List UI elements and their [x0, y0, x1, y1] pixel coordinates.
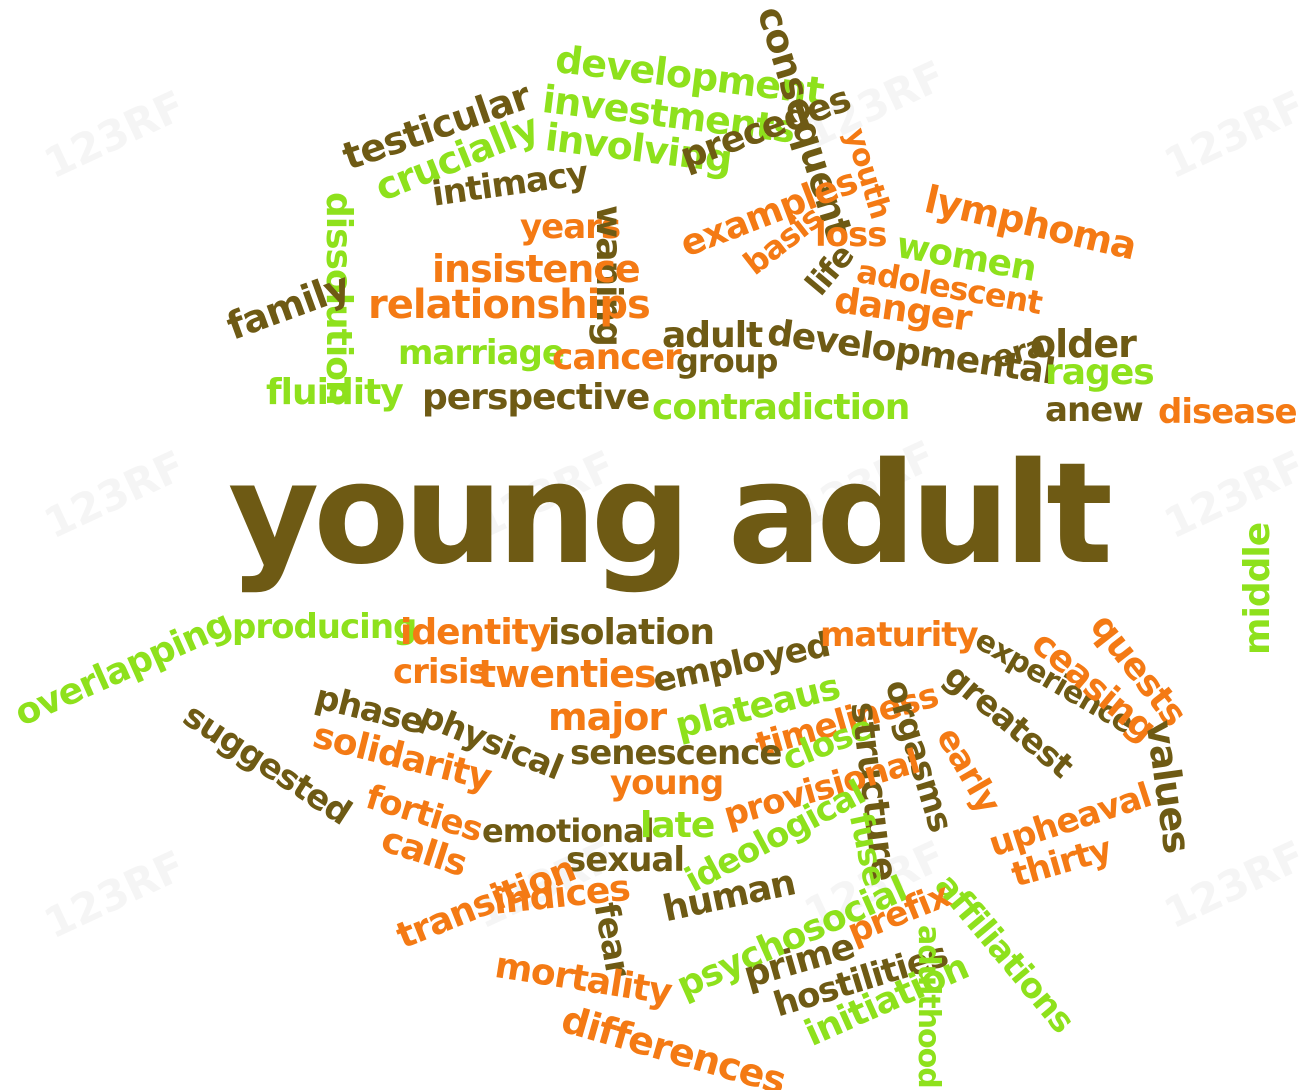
cloud-word: marriage: [398, 333, 565, 373]
cloud-word: isolation: [548, 612, 715, 653]
cloud-word: years: [520, 207, 621, 247]
cloud-word: late: [640, 805, 715, 846]
cloud-word: middle: [1237, 522, 1278, 655]
cloud-word: anew: [1045, 390, 1144, 430]
watermark-logo: 123RF: [1156, 440, 1300, 549]
cloud-word: major: [548, 695, 667, 739]
cloud-word: sexual: [566, 840, 685, 880]
watermark-logo: 123RF: [36, 840, 193, 949]
cloud-word: twenties: [478, 652, 657, 696]
cloud-word: values: [1137, 717, 1200, 856]
cloud-word: producing: [232, 607, 417, 647]
cloud-word: loss: [815, 215, 887, 255]
cloud-word: maturity: [820, 615, 979, 655]
cloud-word: adult: [662, 315, 763, 356]
cloud-word: contradiction: [652, 387, 910, 428]
cloud-word: young: [610, 763, 724, 803]
cloud-word: insistence: [432, 247, 641, 291]
cloud-word: crisis: [393, 652, 489, 692]
cloud-word: emotional: [482, 812, 655, 850]
cloud-word: older: [1030, 322, 1137, 366]
cloud-title: young adult: [228, 433, 1113, 596]
cloud-word: fluidity: [266, 372, 404, 413]
cloud-word: rages: [1045, 352, 1155, 393]
watermark-logo: 123RF: [36, 440, 193, 549]
cloud-word: senescence: [570, 733, 782, 773]
cloud-word: disease: [1158, 392, 1298, 432]
cloud-word: differences: [556, 997, 791, 1090]
cloud-word: relationships: [368, 282, 651, 328]
cloud-word: identity: [400, 612, 551, 653]
cloud-word: cancer: [552, 337, 682, 378]
watermark-logo: 123RF: [36, 80, 193, 189]
cloud-word: group: [676, 342, 778, 380]
watermark-logo: 123RF: [1156, 80, 1300, 189]
cloud-word: perspective: [422, 377, 650, 418]
